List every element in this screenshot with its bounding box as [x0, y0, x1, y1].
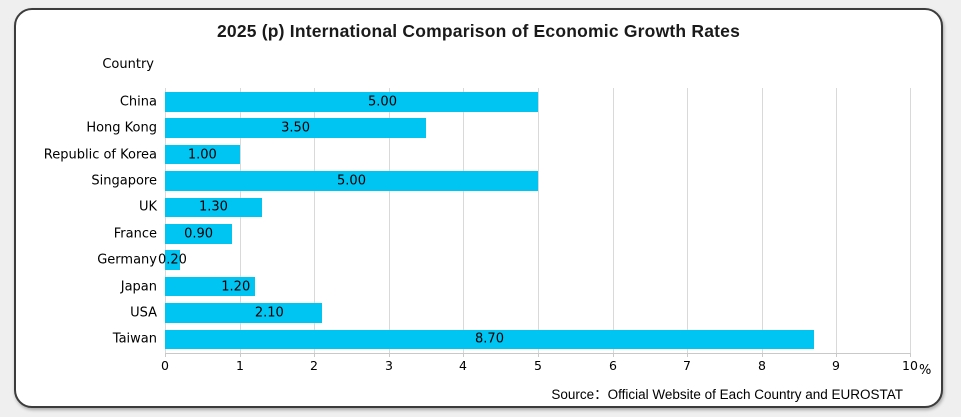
category-axis-title: Country — [102, 57, 154, 72]
tickmark-x10 — [910, 353, 911, 357]
bar-value-japan: 1.20 — [221, 279, 251, 295]
tickmark-x6 — [613, 353, 614, 357]
plot-area: 5.00 3.50 1.00 5.00 1.30 0.90 0.20 1.20 2.10 8.70 — [158, 88, 911, 357]
chart-title: 2025 (p) International Comparison of Eco… — [216, 21, 741, 41]
x-tick-label-3: 3 — [385, 358, 393, 373]
gridline-x7 — [687, 88, 688, 353]
x-tick-label-9: 9 — [832, 358, 840, 373]
bar-value-france: 0.90 — [184, 226, 214, 242]
bar-france — [165, 224, 233, 244]
gridline-x0 — [165, 88, 166, 353]
x-tick-label-2: 2 — [310, 358, 318, 373]
gridline-x1 — [240, 88, 241, 353]
category-label-china: China — [119, 94, 157, 110]
tickmark-x3 — [389, 353, 390, 357]
tickmark-x2 — [314, 353, 315, 357]
bar-uk — [165, 197, 262, 218]
category-label-uk: UK — [138, 199, 157, 215]
gridline-x10 — [910, 88, 911, 353]
x-tick-label-4: 4 — [459, 358, 467, 373]
tickmark-x1 — [240, 353, 241, 357]
category-label-singapore: Singapore — [91, 173, 157, 189]
bar-singapore — [165, 171, 538, 191]
bar-hong-kong — [165, 118, 427, 138]
x-tick-label-0: 0 — [161, 358, 169, 373]
bar-usa — [165, 303, 322, 323]
bar-germany — [165, 250, 180, 270]
tickmark-x8 — [762, 353, 763, 357]
x-tick-label-1: 1 — [236, 358, 244, 373]
bar-value-taiwan: 8.70 — [475, 331, 504, 347]
bar-value-hong-kong: 3.50 — [281, 120, 311, 136]
tickmark-x5 — [538, 353, 539, 357]
bar-value-china: 5.00 — [368, 94, 397, 110]
bar-value-singapore: 5.00 — [337, 173, 366, 189]
x-tick-label-7: 7 — [683, 358, 691, 373]
x-tick-label-8: 8 — [758, 358, 766, 373]
tickmark-x0 — [165, 353, 166, 357]
category-label-germany: Germany — [97, 252, 157, 268]
gridline-x6 — [613, 88, 614, 353]
bar-republic-of-korea — [165, 144, 240, 165]
gridline-x4 — [463, 88, 464, 353]
category-label-republic-of-korea: Republic of Korea — [43, 147, 157, 163]
tickmark-x4 — [463, 353, 464, 357]
bar-value-uk: 1.30 — [199, 199, 228, 215]
chart-card: 2025 (p) International Comparison of Eco… — [14, 8, 943, 408]
tickmark-x9 — [836, 353, 837, 357]
gridline-x9 — [836, 88, 837, 353]
category-label-france: France — [113, 226, 157, 242]
x-tick-label-row: 0 1 2 3 4 5 6 7 8 9 10 — [161, 358, 918, 374]
x-axis-unit-label: % — [919, 363, 932, 378]
gridline-x3 — [389, 88, 390, 353]
bar-taiwan — [165, 329, 815, 350]
category-label-japan: Japan — [120, 279, 157, 295]
x-tick-label-10: 10 — [902, 358, 918, 373]
gridline-x8 — [762, 88, 763, 353]
bar-value-germany: 0.20 — [157, 252, 187, 268]
category-label-column: China Hong Kong Republic of Korea Singapore… — [16, 88, 157, 353]
category-label-taiwan: Taiwan — [112, 331, 157, 347]
x-tick-label-5: 5 — [534, 358, 542, 373]
bar-value-usa: 2.10 — [254, 305, 284, 321]
tickmark-x7 — [687, 353, 688, 357]
category-label-hong-kong: Hong Kong — [86, 120, 157, 136]
source-note: Source：Official Website of Each Country … — [551, 387, 903, 402]
bar-china — [165, 92, 538, 112]
gridline-x2 — [314, 88, 315, 353]
category-label-usa: USA — [130, 305, 157, 321]
bar-japan — [165, 276, 255, 297]
bar-value-republic-of-korea: 1.00 — [187, 147, 217, 163]
gridline-x5 — [538, 88, 539, 353]
x-tick-label-6: 6 — [609, 358, 617, 373]
